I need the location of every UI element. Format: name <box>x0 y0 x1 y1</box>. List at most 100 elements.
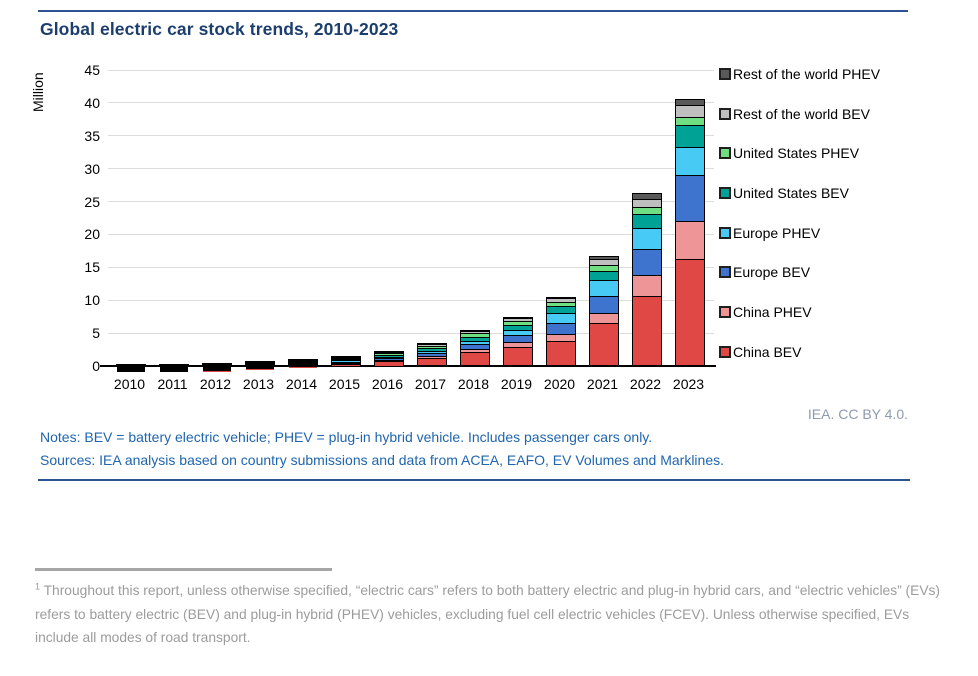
bar-segment-2017-united-states-bev <box>417 349 446 352</box>
figure-notes: Notes: BEV = battery electric vehicle; P… <box>40 429 653 445</box>
legend-swatch-icon <box>719 345 731 358</box>
bar-segment-2015-china-bev <box>331 364 360 367</box>
footnote-divider <box>35 568 332 571</box>
gridline-y-15 <box>108 266 714 268</box>
y-tick-label-40: 40 <box>84 94 100 111</box>
stacked-bar-2023 <box>674 98 705 366</box>
chart-title: Global electric car stock trends, 2010-2… <box>40 19 399 39</box>
bar-segment-2014-china-bev <box>288 367 317 368</box>
bar-segment-2012-rest-of-the-world-phev <box>202 363 231 365</box>
bar-segment-2016-china-phev <box>374 361 403 363</box>
bar-segment-2020-united-states-phev <box>546 302 575 308</box>
stacked-bar-2019 <box>502 316 533 366</box>
gridline-y-25 <box>108 201 714 203</box>
legend-swatch-icon <box>719 68 731 80</box>
stacked-bar-2016 <box>373 350 404 366</box>
bar-segment-2019-rest-of-the-world-bev <box>503 318 532 322</box>
y-tick-label-0: 0 <box>92 358 100 374</box>
stacked-bar-2018 <box>459 330 490 366</box>
stacked-bar-2011 <box>158 363 189 372</box>
x-tick-label-2017: 2017 <box>414 376 447 392</box>
bar-segment-2010-europe-bev <box>116 369 145 371</box>
x-tick-label-2014: 2014 <box>285 376 318 392</box>
bar-segment-2022-europe-bev <box>632 249 661 277</box>
bar-segment-2021-europe-bev <box>589 296 618 314</box>
bar-segment-2010-united-states-phev <box>116 366 145 368</box>
x-tick-label-2021: 2021 <box>586 376 619 392</box>
bar-segment-2013-europe-phev <box>245 366 274 368</box>
bar-segment-2013-rest-of-the-world-phev <box>245 362 274 364</box>
y-tick-label-25: 25 <box>84 193 100 210</box>
bar-segment-2016-united-states-phev <box>374 353 403 356</box>
figure-sources: Sources: IEA analysis based on country s… <box>40 452 724 468</box>
bar-segment-2013-rest-of-the-world-bev <box>245 363 274 365</box>
bar-segment-2014-united-states-bev <box>288 363 317 365</box>
bar-segment-2014-united-states-phev <box>288 362 317 364</box>
bar-segment-2011-rest-of-the-world-phev <box>159 364 188 366</box>
bar-segment-2017-rest-of-the-world-phev <box>417 344 446 346</box>
legend-label: China BEV <box>733 343 802 360</box>
bar-segment-2021-europe-phev <box>589 281 618 297</box>
legend-label: Rest of the world BEV <box>733 105 870 122</box>
bar-segment-2011-europe-bev <box>159 369 188 371</box>
x-axis-line <box>100 364 716 367</box>
legend-swatch-icon <box>719 226 731 239</box>
bar-segment-2023-united-states-bev <box>675 126 704 148</box>
bar-segment-2018-china-bev <box>460 353 489 366</box>
legend-item-europe-phev: Europe PHEV <box>719 225 880 241</box>
bar-segment-2017-europe-bev <box>417 354 446 358</box>
bar-segment-2019-europe-phev <box>503 331 532 337</box>
bar-segment-2020-rest-of-the-world-phev <box>546 297 575 300</box>
x-tick-label-2016: 2016 <box>371 376 404 392</box>
bar-segment-2018-united-states-bev <box>460 337 489 342</box>
legend-label: Rest of the world PHEV <box>733 66 881 82</box>
bar-segment-2017-china-phev <box>417 357 446 360</box>
bar-segment-2022-rest-of-the-world-bev <box>632 199 661 209</box>
bar-segment-2012-europe-phev <box>202 367 231 369</box>
bar-segment-2021-china-phev <box>589 313 618 325</box>
y-tick-label-5: 5 <box>92 325 100 342</box>
figure-bottom-rule <box>38 479 910 481</box>
bar-segment-2015-europe-phev <box>331 361 360 363</box>
bar-segment-2016-rest-of-the-world-phev <box>374 351 403 353</box>
stacked-bar-2021 <box>588 255 619 366</box>
bar-segment-2011-united-states-phev <box>159 366 188 368</box>
bar-segment-2023-europe-bev <box>675 176 704 222</box>
bar-segment-2016-europe-phev <box>374 357 403 360</box>
legend-item-united-states-phev: United States PHEV <box>719 145 880 161</box>
gridline-y-30 <box>108 168 714 170</box>
legend-item-rest-of-the-world-bev: Rest of the world BEV <box>719 106 880 122</box>
bar-segment-2012-china-phev <box>202 369 231 371</box>
stacked-bar-2013 <box>244 361 275 370</box>
bar-segment-2021-united-states-bev <box>589 271 618 282</box>
legend-swatch-icon <box>719 266 731 279</box>
figure-top-rule <box>38 10 908 12</box>
bar-segment-2019-europe-bev <box>503 336 532 343</box>
bar-segment-2012-rest-of-the-world-bev <box>202 364 231 366</box>
bar-segment-2019-china-phev <box>503 342 532 348</box>
stacked-bar-2022 <box>631 192 662 366</box>
bar-segment-2014-europe-phev <box>288 364 317 366</box>
legend-swatch-icon <box>719 147 731 160</box>
bar-segment-2021-united-states-phev <box>589 265 618 272</box>
bar-segment-2012-united-states-phev <box>202 365 231 367</box>
bar-segment-2017-united-states-phev <box>417 346 446 350</box>
bar-segment-2022-united-states-bev <box>632 215 661 229</box>
bar-segment-2018-united-states-phev <box>460 334 489 338</box>
bar-segment-2020-china-bev <box>546 341 575 365</box>
bar-segment-2018-europe-phev <box>460 341 489 346</box>
x-tick-label-2022: 2022 <box>629 376 662 392</box>
bar-segment-2013-europe-bev <box>245 367 274 369</box>
bar-segment-2013-united-states-phev <box>245 364 274 366</box>
legend-swatch-icon <box>719 107 731 120</box>
bar-segment-2021-china-bev <box>589 324 618 365</box>
y-tick-label-45: 45 <box>84 62 100 78</box>
legend-label: Europe BEV <box>733 264 811 281</box>
bar-segment-2023-rest-of-the-world-phev <box>675 99 704 106</box>
legend-label: United States BEV <box>733 185 849 202</box>
x-tick-label-2015: 2015 <box>328 376 361 392</box>
bar-segment-2015-united-states-bev <box>331 360 360 362</box>
bar-segment-2013-united-states-bev <box>245 365 274 367</box>
stacked-bar-2017 <box>416 343 447 366</box>
bar-segment-2017-europe-phev <box>417 351 446 355</box>
